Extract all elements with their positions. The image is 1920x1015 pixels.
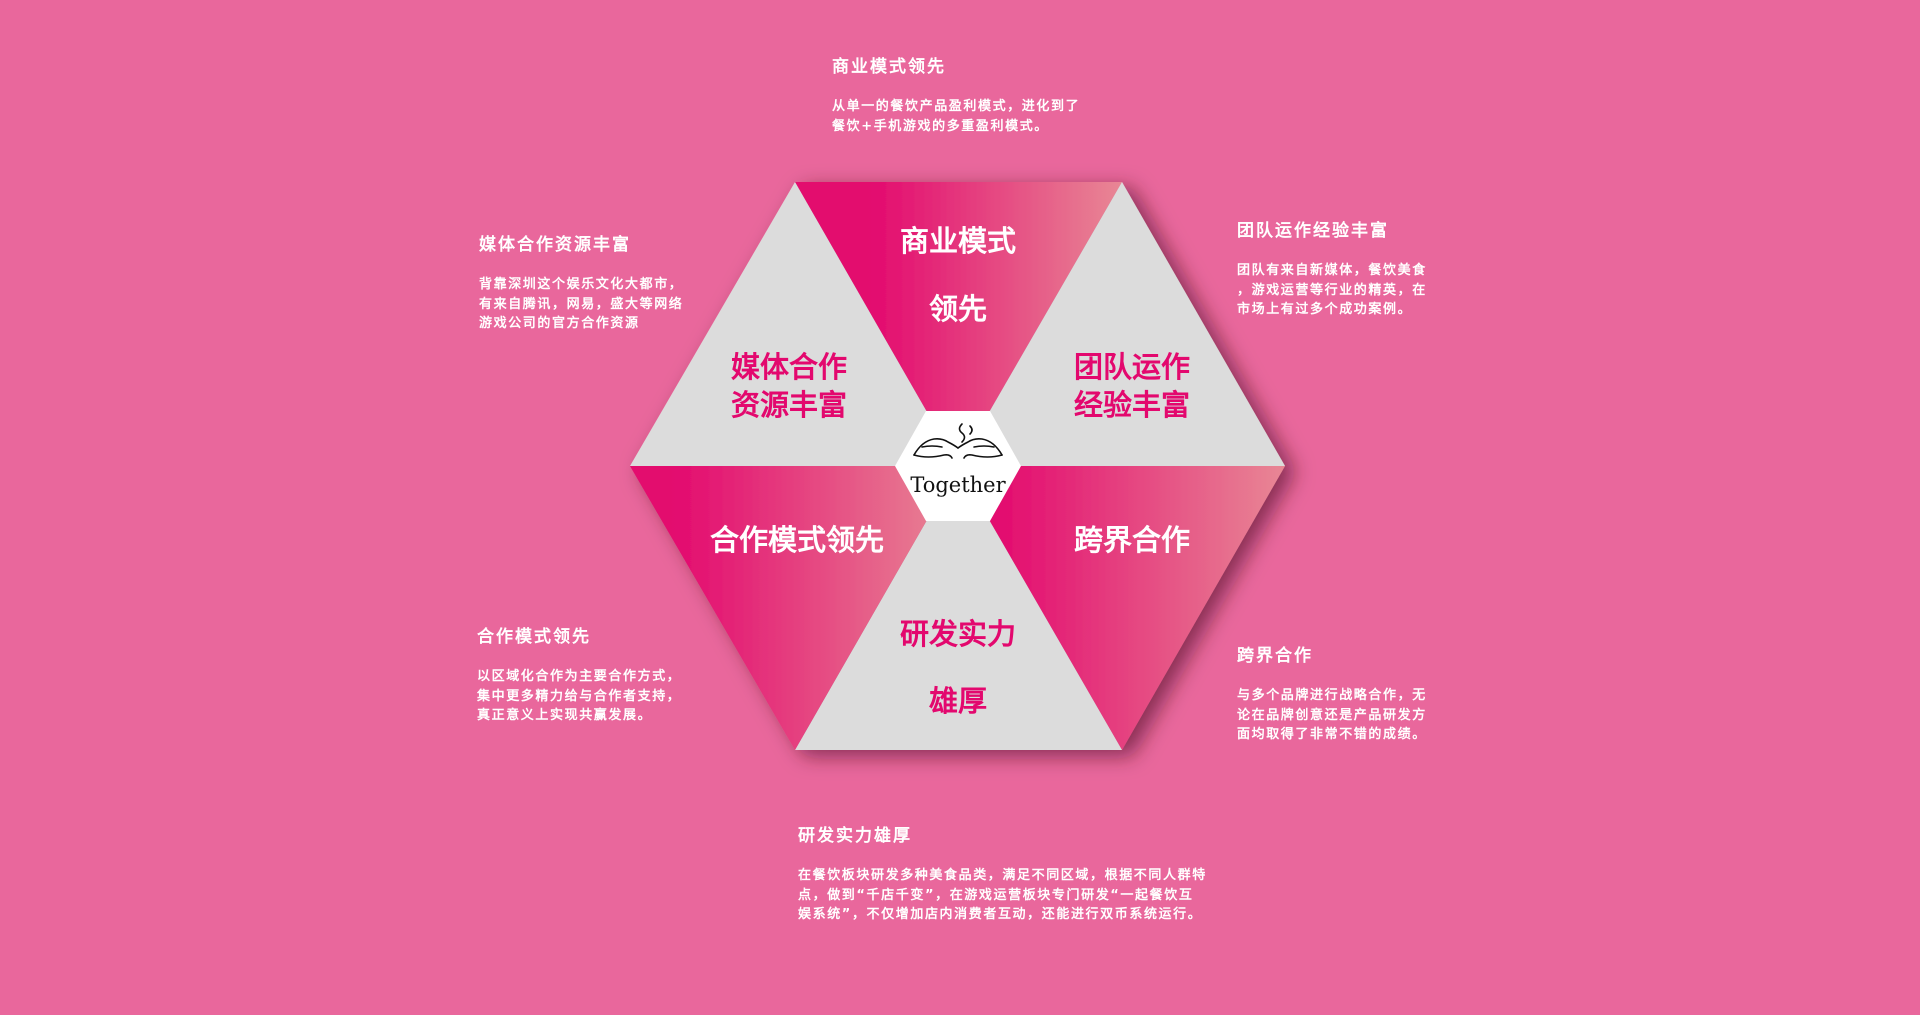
desc-lower-right-text: 与多个品牌进行战略合作，无 论在品牌创意还是产品研发方 面均取得了非常不错的成绩…	[1237, 688, 1427, 742]
desc-top-text: 从单一的餐饮产品盈利模式，进化到了 餐饮+手机游戏的多重盈利模式。	[832, 99, 1081, 134]
segment-upper-left	[630, 182, 958, 466]
desc-lower-left-text: 以区域化合作为主要合作方式， 集中更多精力给与合作者支持， 真正意义上实现共赢发…	[477, 669, 682, 723]
segment-lower-right-line1: 跨界合作	[1074, 523, 1190, 557]
segment-lower-left	[630, 466, 958, 750]
hexagon-group	[630, 182, 1285, 750]
desc-upper-right-title: 团队运作经验丰富	[1237, 221, 1389, 241]
desc-upper-left-text: 背靠深圳这个娱乐文化大都市， 有来自腾讯，网易，盛大等网络 游戏公司的官方合作资…	[479, 277, 684, 331]
desc-bottom-text: 在餐饮板块研发多种美食品类，满足不同区域，根据不同人群特 点，做到“千店千变”，…	[798, 868, 1207, 922]
segment-upper-right-line1: 团队运作	[1074, 350, 1190, 384]
desc-top: 商业模式领先 从单一的餐饮产品盈利模式，进化到了 餐饮+手机游戏的多重盈利模式。	[832, 52, 1080, 136]
segment-lower-left-line1: 合作模式领先	[710, 523, 884, 557]
hands-icon	[913, 423, 1003, 459]
segment-bottom-line1: 研发实力	[900, 617, 1016, 651]
segment-top	[795, 182, 1122, 466]
segment-top-line2: 领先	[929, 292, 987, 326]
desc-upper-left: 媒体合作资源丰富 背靠深圳这个娱乐文化大都市， 有来自腾讯，网易，盛大等网络 游…	[479, 230, 683, 334]
desc-lower-left-title: 合作模式领先	[477, 627, 591, 647]
desc-lower-right-title: 跨界合作	[1237, 646, 1313, 666]
desc-lower-left: 合作模式领先 以区域化合作为主要合作方式， 集中更多精力给与合作者支持， 真正意…	[477, 622, 681, 726]
segment-top-line1: 商业模式	[900, 224, 1016, 258]
segment-upper-left-line2: 资源丰富	[731, 388, 847, 422]
segment-bottom	[795, 466, 1122, 750]
desc-upper-right: 团队运作经验丰富 团队有来自新媒体，餐饮美食 ，游戏运营等行业的精英，在 市场上…	[1237, 216, 1427, 320]
desc-top-title: 商业模式领先	[832, 57, 946, 77]
desc-bottom-title: 研发实力雄厚	[798, 826, 912, 846]
segment-upper-left-line1: 媒体合作	[731, 350, 847, 384]
segment-lower-right	[958, 466, 1285, 750]
desc-bottom: 研发实力雄厚 在餐饮板块研发多种美食品类，满足不同区域，根据不同人群特 点，做到…	[798, 821, 1207, 925]
desc-lower-right: 跨界合作 与多个品牌进行战略合作，无 论在品牌创意还是产品研发方 面均取得了非常…	[1237, 641, 1427, 745]
desc-upper-right-text: 团队有来自新媒体，餐饮美食 ，游戏运营等行业的精英，在 市场上有过多个成功案例。	[1237, 263, 1427, 317]
center-logo-text: Together	[910, 473, 1006, 497]
desc-upper-left-title: 媒体合作资源丰富	[479, 235, 631, 255]
center-hexagon	[895, 411, 1021, 521]
segment-upper-right	[958, 182, 1285, 466]
segment-upper-right-line2: 经验丰富	[1074, 388, 1190, 422]
segment-bottom-line2: 雄厚	[928, 684, 987, 718]
